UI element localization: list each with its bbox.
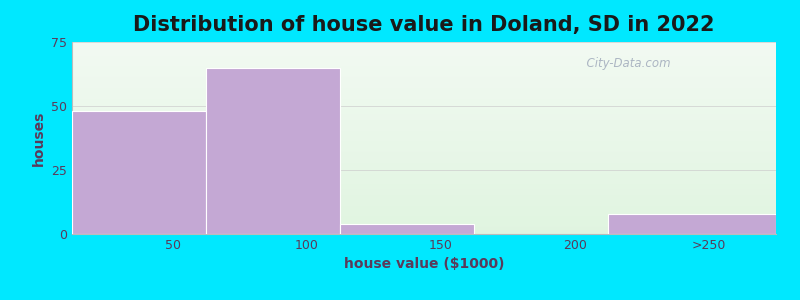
Y-axis label: houses: houses: [31, 110, 46, 166]
Text: City-Data.com: City-Data.com: [579, 57, 670, 70]
X-axis label: house value ($1000): house value ($1000): [344, 257, 504, 272]
Bar: [72, 111, 206, 234]
Bar: [608, 214, 776, 234]
Title: Distribution of house value in Doland, SD in 2022: Distribution of house value in Doland, S…: [134, 15, 714, 35]
Bar: [206, 68, 340, 234]
Bar: [340, 224, 474, 234]
